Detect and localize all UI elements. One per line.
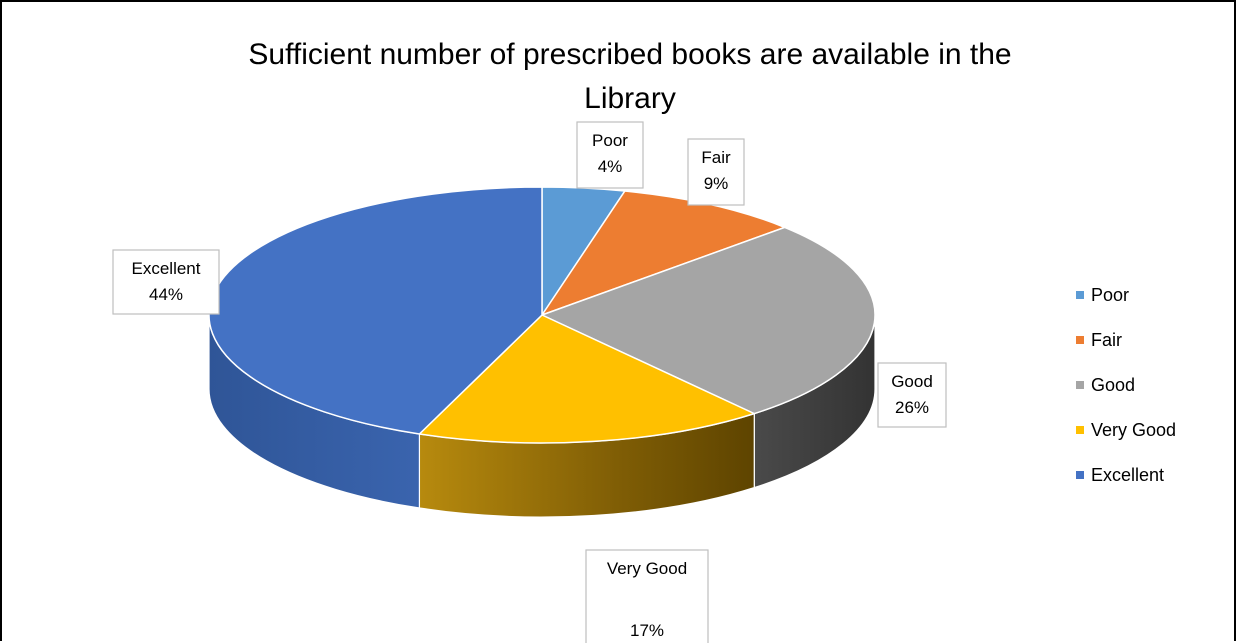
data-label-value: 26% — [895, 398, 929, 417]
data-label-value: 4% — [598, 157, 623, 176]
legend-label: Fair — [1091, 330, 1122, 350]
data-label-name: Good — [891, 372, 933, 391]
data-label-value: 44% — [149, 285, 183, 304]
data-label-value: 17% — [630, 621, 664, 640]
data-label-fair: Fair 9% — [687, 138, 745, 206]
slice-good[interactable] — [541, 226, 876, 415]
pie-slices — [208, 186, 876, 444]
legend-label: Very Good — [1091, 420, 1176, 440]
slice-very-good[interactable] — [418, 314, 756, 444]
legend-item-good: Good — [1076, 375, 1135, 395]
data-label-good: Good 26% — [877, 362, 947, 428]
legend-swatch — [1076, 471, 1084, 479]
data-label-name: Excellent — [132, 259, 201, 278]
legend: Poor Fair Good Very Good Excellent — [1076, 285, 1176, 485]
legend-label: Good — [1091, 375, 1135, 395]
data-label-value: 9% — [704, 174, 729, 193]
legend-item-poor: Poor — [1076, 285, 1129, 305]
data-label-poor: Poor 4% — [576, 121, 644, 189]
pie-sides — [208, 314, 876, 518]
chart-title-line-1: Sufficient number of prescribed books ar… — [248, 38, 1011, 71]
legend-item-very-good: Very Good — [1076, 420, 1176, 440]
data-label-name: Fair — [701, 148, 731, 167]
chart-title-line-2: Library — [584, 82, 676, 115]
legend-label: Excellent — [1091, 465, 1164, 485]
data-label-very-good: Very Good 17% — [585, 549, 709, 643]
legend-label: Poor — [1091, 285, 1129, 305]
legend-swatch — [1076, 426, 1084, 434]
legend-swatch — [1076, 336, 1084, 344]
legend-item-excellent: Excellent — [1076, 465, 1164, 485]
data-labels: Poor 4% Fair 9% Good 26% Very Good 17% Excellent… — [112, 121, 947, 643]
data-label-name: Very Good — [607, 559, 687, 578]
legend-swatch — [1076, 291, 1084, 299]
data-label-excellent: Excellent 44% — [112, 249, 220, 315]
legend-item-fair: Fair — [1076, 330, 1122, 350]
data-label-name: Poor — [592, 131, 628, 150]
legend-swatch — [1076, 381, 1084, 389]
